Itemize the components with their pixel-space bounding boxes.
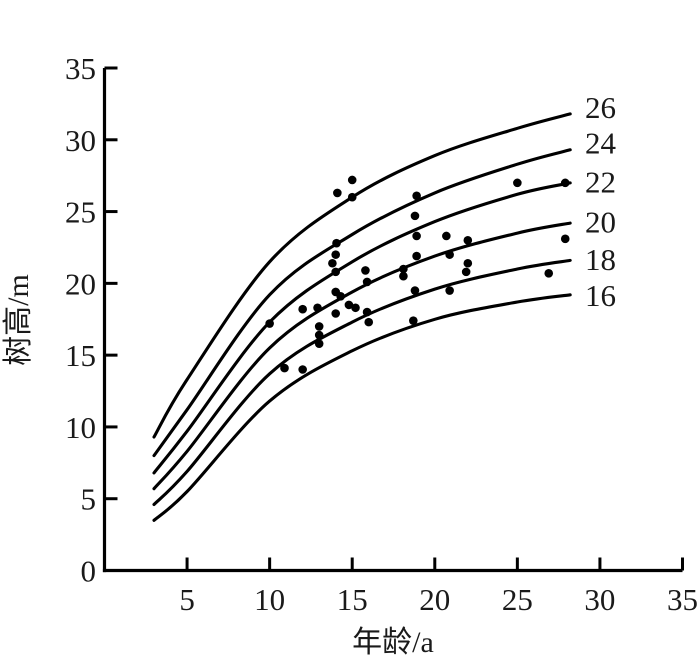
x-tick-label: 35	[667, 582, 698, 617]
site-index-curve-26	[152, 112, 572, 439]
data-point	[333, 188, 342, 198]
data-point	[544, 269, 554, 278]
data-point	[336, 291, 345, 301]
y-tick-label: 20	[65, 266, 96, 301]
x-tick-label: 25	[502, 582, 533, 617]
data-point	[362, 307, 372, 317]
data-point	[361, 266, 370, 275]
data-point	[331, 250, 341, 259]
site-index-curve-20	[152, 221, 572, 491]
data-point	[314, 322, 324, 331]
data-point	[399, 271, 408, 281]
x-tick-label: 30	[584, 582, 615, 617]
data-point	[461, 267, 471, 277]
site-index-curve-18	[152, 258, 572, 507]
y-tick-label: 5	[81, 482, 97, 517]
data-point	[344, 300, 354, 310]
data-point	[280, 363, 289, 373]
curve-label-18: 18	[585, 242, 616, 277]
data-point	[347, 175, 357, 185]
data-point	[328, 258, 337, 268]
y-tick-label: 35	[65, 51, 96, 86]
data-point	[412, 191, 421, 201]
curve-label-20: 20	[585, 205, 616, 240]
data-point	[463, 258, 473, 268]
data-point	[347, 192, 357, 202]
data-point	[399, 264, 408, 274]
data-point	[298, 304, 307, 314]
y-tick-label: 0	[81, 554, 97, 589]
y-tick-label: 15	[65, 338, 96, 373]
x-tick-label: 20	[419, 582, 450, 617]
data-point	[445, 286, 454, 295]
data-point	[314, 330, 324, 340]
data-point	[445, 250, 454, 259]
data-point	[463, 235, 473, 245]
x-tick-label: 15	[337, 582, 368, 617]
data-point	[560, 234, 570, 244]
curve-label-16: 16	[585, 278, 616, 313]
data-point	[351, 303, 360, 313]
curve-label-24: 24	[585, 126, 617, 161]
data-point	[298, 365, 307, 374]
site-index-curve-22	[152, 181, 572, 475]
x-tick-label: 5	[179, 582, 195, 617]
data-point	[412, 251, 421, 261]
x-tick-label: 10	[254, 582, 285, 617]
site-index-curve-24	[152, 148, 572, 458]
y-tick-label: 10	[65, 410, 96, 445]
data-point	[409, 316, 418, 325]
data-point	[314, 339, 324, 348]
data-point	[560, 178, 570, 188]
data-point	[332, 238, 341, 248]
y-tick-label: 30	[65, 123, 96, 158]
data-point	[442, 231, 451, 241]
data-point	[313, 303, 322, 313]
data-point	[513, 178, 522, 188]
site-index-curve-16	[152, 293, 572, 522]
curve-label-26: 26	[585, 90, 616, 125]
curve-label-22: 22	[585, 164, 616, 199]
data-point	[331, 267, 341, 277]
data-point	[364, 317, 374, 327]
data-point	[410, 286, 420, 295]
y-tick-label: 25	[65, 195, 96, 230]
data-point	[362, 277, 372, 287]
data-point	[331, 309, 341, 318]
data-point	[265, 319, 274, 328]
x-axis-title: 年龄/a	[352, 626, 434, 659]
y-axis-title: 树高/m	[2, 274, 35, 366]
data-point	[410, 211, 420, 221]
data-point	[412, 231, 421, 241]
